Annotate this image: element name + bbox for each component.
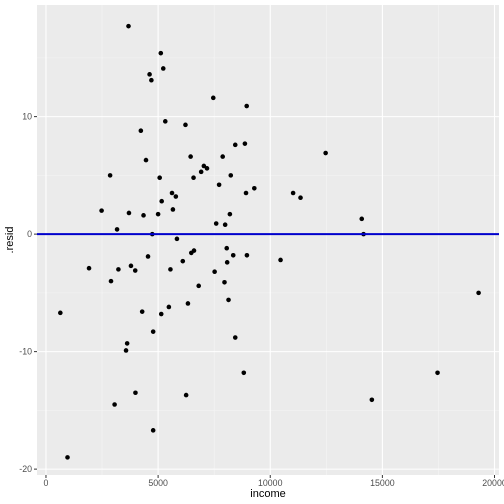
data-point	[290, 190, 296, 196]
data-point	[198, 169, 204, 175]
data-point	[191, 175, 196, 181]
data-point	[241, 370, 247, 376]
x-axis-title: income	[250, 488, 285, 500]
data-point	[204, 166, 210, 171]
data-point	[170, 207, 176, 212]
x-axis-ticks: 0 5000 10000 15000 20000	[44, 475, 504, 488]
data-point	[114, 227, 120, 232]
data-point	[126, 210, 132, 216]
x-tick-label: 15000	[370, 478, 395, 488]
data-point	[132, 268, 138, 273]
data-point	[149, 77, 154, 83]
y-tick-label: -10	[19, 347, 32, 357]
data-point	[243, 190, 249, 196]
data-point	[145, 254, 151, 259]
data-point	[160, 66, 166, 71]
data-point	[86, 265, 92, 271]
data-point	[143, 157, 149, 163]
data-point	[323, 150, 328, 156]
data-point	[369, 397, 375, 403]
data-point	[150, 428, 156, 433]
data-point	[58, 310, 63, 316]
data-point	[232, 142, 238, 148]
data-points	[58, 23, 481, 460]
y-tick-label: 10	[22, 112, 32, 122]
data-point	[476, 290, 481, 296]
x-tick-label: 5000	[148, 478, 168, 488]
x-tick-label: 10000	[258, 478, 283, 488]
data-point	[278, 257, 283, 263]
data-point	[228, 173, 234, 178]
data-point	[242, 141, 248, 146]
data-point	[244, 252, 250, 258]
data-point	[216, 182, 222, 188]
data-point	[158, 50, 164, 56]
data-point	[191, 248, 197, 253]
data-point	[224, 245, 230, 251]
plot-panel	[37, 5, 499, 475]
data-point	[196, 283, 201, 289]
data-point	[141, 213, 146, 218]
data-point	[159, 198, 164, 204]
data-point	[155, 211, 161, 217]
y-axis-ticks: -20 -10 0 10	[19, 112, 37, 474]
data-point	[435, 370, 440, 376]
data-point	[150, 329, 156, 334]
data-point	[169, 190, 175, 196]
data-point	[244, 103, 249, 109]
data-point	[123, 348, 129, 353]
data-point	[227, 211, 233, 217]
data-point	[180, 258, 186, 264]
data-point	[201, 163, 207, 169]
data-point	[188, 154, 193, 159]
data-point	[116, 267, 121, 272]
y-tick-label: -20	[19, 464, 32, 474]
x-tick-label: 20000	[482, 478, 504, 488]
data-point	[252, 186, 257, 191]
data-point	[183, 392, 189, 398]
data-point	[224, 260, 230, 265]
data-point	[138, 128, 144, 134]
data-point	[226, 297, 231, 303]
data-point	[185, 301, 191, 306]
data-point	[210, 95, 216, 101]
data-point	[222, 280, 227, 285]
data-point	[128, 263, 134, 269]
data-point	[359, 216, 365, 222]
data-point	[158, 311, 164, 317]
data-point	[108, 278, 114, 284]
data-point	[65, 455, 70, 460]
y-axis-title: .resid	[4, 227, 16, 254]
data-point	[99, 208, 104, 213]
data-point	[213, 221, 219, 226]
data-point	[139, 309, 145, 314]
data-point	[230, 252, 236, 258]
data-point	[133, 390, 138, 396]
data-point	[126, 23, 131, 29]
data-point	[162, 119, 168, 124]
data-point	[173, 194, 179, 199]
data-point	[147, 72, 152, 77]
y-tick-label: 0	[27, 229, 32, 239]
data-point	[174, 236, 180, 242]
data-point	[183, 122, 188, 128]
data-point	[232, 335, 238, 340]
data-point	[220, 154, 225, 159]
grid-minor	[37, 5, 499, 475]
data-point	[222, 222, 228, 228]
data-point	[112, 402, 117, 407]
grid-major	[37, 5, 499, 475]
data-point	[157, 175, 162, 181]
data-point	[124, 341, 130, 346]
data-point	[166, 304, 172, 310]
data-point	[107, 173, 113, 178]
data-point	[168, 267, 173, 272]
x-tick-label: 0	[44, 478, 49, 488]
data-point	[212, 269, 217, 275]
data-point	[298, 195, 303, 200]
